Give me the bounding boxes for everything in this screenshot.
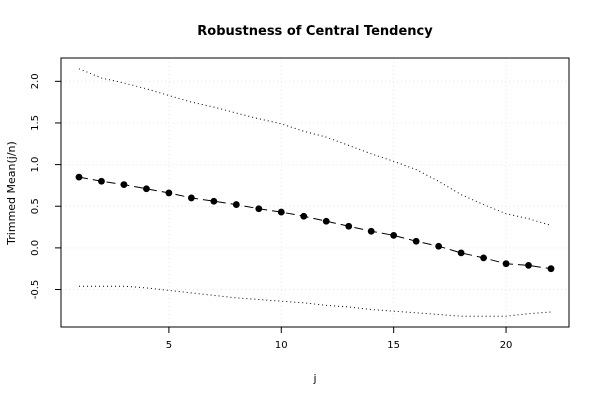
y-tick-label-4: 1.5 — [30, 115, 41, 131]
series-layer — [75, 68, 555, 317]
y-axis-label: Trimmed Mean(j/n) — [5, 141, 18, 246]
series-mean-point-3 — [120, 181, 128, 188]
series-lower-line — [79, 285, 552, 317]
series-mean-point-19 — [480, 254, 487, 262]
series-mean-point-11 — [300, 212, 308, 220]
x-tick-label-1: 10 — [275, 340, 288, 351]
series-mean-point-22 — [547, 265, 555, 273]
series-mean-point-8 — [232, 201, 240, 208]
x-tick-label-0: 5 — [166, 340, 172, 351]
x-tick-label-2: 15 — [387, 340, 400, 351]
series-mean-point-10 — [277, 208, 285, 216]
series-mean-point-5 — [165, 189, 173, 197]
series-mean-point-21 — [525, 261, 532, 269]
series-mean-point-15 — [390, 231, 398, 239]
series-mean-point-7 — [210, 197, 218, 205]
chart-title: Robustness of Central Tendency — [197, 24, 433, 39]
series-upper-line — [78, 68, 552, 226]
series-mean-point-14 — [367, 227, 375, 235]
y-axis: -0.5 0.0 0.5 1.0 1.5 2.0 — [30, 73, 62, 300]
series-mean-point-18 — [457, 249, 465, 257]
series-mean-point-2 — [98, 177, 105, 185]
x-tick-label-3: 20 — [500, 340, 513, 351]
series-mean-point-1 — [75, 173, 83, 181]
y-tick-label-0: -0.5 — [30, 280, 41, 300]
y-tick-label-1: 0.0 — [30, 240, 41, 256]
plot-area-border — [60, 57, 570, 328]
series-mean-line — [78, 176, 552, 270]
series-mean-point-12 — [322, 217, 330, 225]
y-tick-label-5: 2.0 — [30, 73, 41, 89]
series-mean-point-6 — [187, 194, 195, 202]
series-mean-point-20 — [502, 260, 510, 268]
y-tick-label-3: 1.0 — [30, 157, 41, 173]
series-mean-point-4 — [143, 185, 150, 193]
x-axis-label: j — [312, 372, 316, 385]
series-mean-point-13 — [345, 222, 353, 230]
series-mean-point-16 — [412, 237, 420, 245]
grid — [61, 58, 569, 327]
y-tick-label-2: 0.5 — [30, 198, 41, 214]
series-mean-point-17 — [435, 242, 443, 250]
series-mean-point-9 — [255, 205, 263, 213]
x-axis: 5 10 15 20 — [166, 326, 513, 351]
